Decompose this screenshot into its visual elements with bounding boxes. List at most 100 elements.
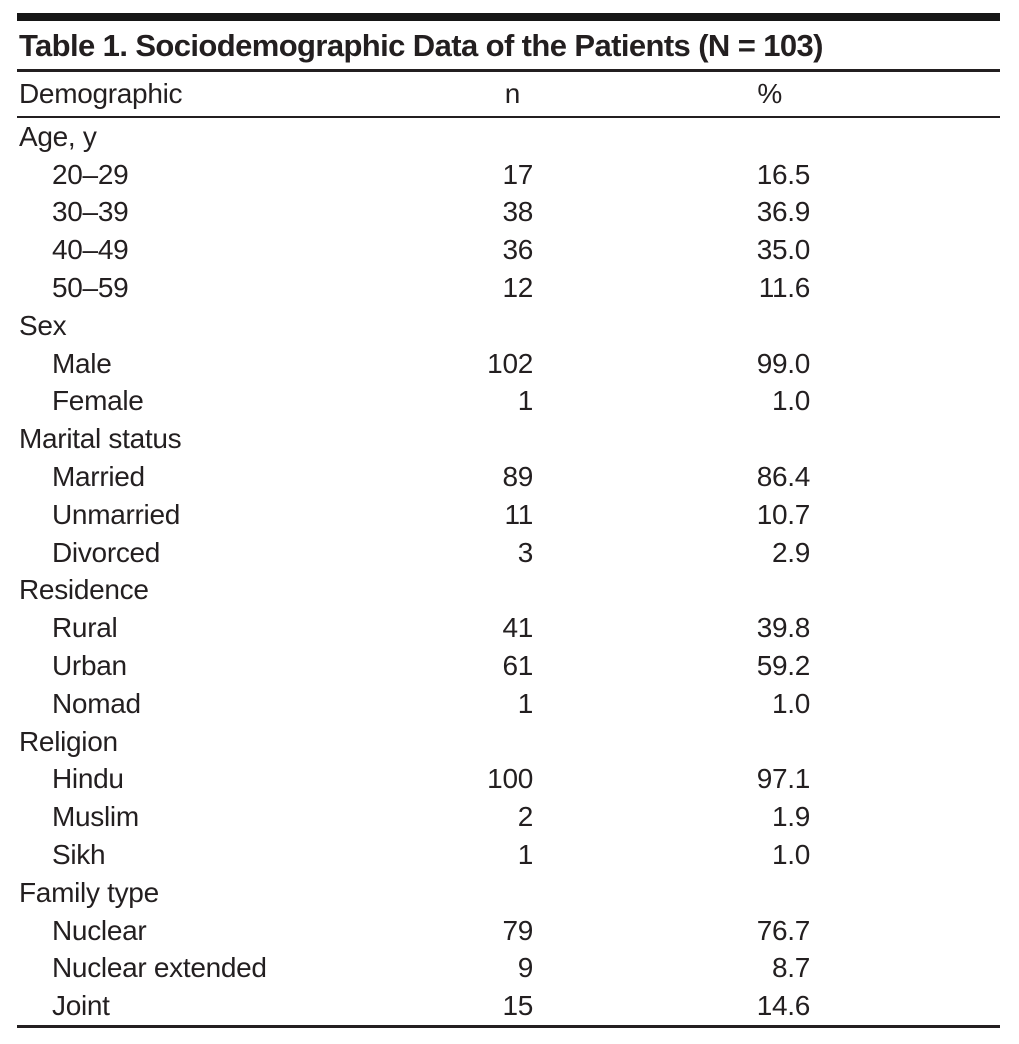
n-cell: 12 [502, 272, 533, 304]
n-cell: 1 [517, 385, 534, 417]
demographic-cell: Sikh [52, 839, 106, 871]
percent-cell [537, 420, 812, 458]
n-cell [419, 117, 537, 156]
spacer-cell [812, 117, 1000, 156]
n-cell: 11 [504, 498, 534, 530]
section-label: Residence [19, 574, 149, 606]
percent-cell [537, 307, 812, 345]
spacer-cell [812, 761, 1000, 799]
section-label: Age, y [19, 120, 97, 152]
n-cell: 36 [502, 234, 533, 266]
n-cell [419, 874, 537, 912]
percent-cell: 11.6 [758, 272, 811, 304]
n-cell: 102 [487, 347, 533, 379]
percent-cell: 1.0 [771, 385, 810, 417]
spacer-cell [812, 383, 1000, 421]
spacer-cell [812, 156, 1000, 194]
percent-cell: 16.5 [756, 158, 811, 190]
spacer-cell [812, 874, 1000, 912]
section-label: Religion [19, 725, 118, 757]
table-row: 20–29 17 16.5 [17, 156, 1000, 194]
percent-cell [537, 117, 812, 156]
table-row: 40–49 36 35.0 [17, 231, 1000, 269]
table-row: Female 1 1.0 [17, 383, 1000, 421]
percent-cell: 99.0 [756, 347, 811, 379]
n-cell [419, 420, 537, 458]
section-row: Sex [17, 307, 1000, 345]
spacer-cell [812, 723, 1000, 761]
section-label: Family type [19, 876, 159, 908]
demographic-cell: Married [52, 461, 145, 493]
percent-cell: 59.2 [756, 650, 811, 682]
col-header-demographic: Demographic [17, 72, 419, 118]
spacer-cell [812, 987, 1000, 1026]
col-header-spacer [812, 72, 1000, 118]
n-cell: 89 [502, 461, 533, 493]
section-row: Marital status [17, 420, 1000, 458]
spacer-cell [812, 307, 1000, 345]
n-cell [419, 307, 537, 345]
demographic-cell: Rural [52, 612, 118, 644]
table-row: Urban 61 59.2 [17, 647, 1000, 685]
n-cell: 100 [487, 763, 533, 795]
demographic-cell: 40–49 [52, 234, 129, 266]
percent-cell: 2.9 [771, 536, 810, 568]
spacer-cell [812, 798, 1000, 836]
header-row: Demographic n % [17, 72, 1000, 118]
table-1: Table 1. Sociodemographic Data of the Pa… [17, 13, 1000, 1029]
percent-cell [537, 572, 812, 610]
percent-cell: 39.8 [756, 612, 811, 644]
percent-cell [537, 723, 812, 761]
table-row: Nomad 1 1.0 [17, 685, 1000, 723]
demographic-cell: Muslim [52, 801, 139, 833]
section-row: Age, y [17, 117, 1000, 156]
col-header-percent: % [537, 72, 812, 118]
table-row: Nuclear 79 76.7 [17, 912, 1000, 950]
demographic-cell: Hindu [52, 763, 124, 795]
table-row: 50–59 12 11.6 [17, 269, 1000, 307]
spacer-cell [812, 572, 1000, 610]
percent-cell [537, 874, 812, 912]
demographic-cell: Divorced [52, 536, 161, 568]
n-cell: 9 [517, 952, 534, 984]
section-label: Marital status [19, 423, 182, 455]
percent-cell: 10.7 [756, 498, 811, 530]
spacer-cell [812, 269, 1000, 307]
table-top-bar [17, 13, 1000, 21]
n-cell: 2 [517, 801, 534, 833]
spacer-cell [812, 647, 1000, 685]
table-row: Muslim 2 1.9 [17, 798, 1000, 836]
n-cell [419, 723, 537, 761]
n-cell: 1 [517, 839, 534, 871]
section-row: Family type [17, 874, 1000, 912]
table-row: Nuclear extended 9 8.7 [17, 950, 1000, 988]
n-cell: 3 [517, 536, 534, 568]
n-cell: 17 [502, 158, 533, 190]
demographic-cell: Nuclear extended [52, 952, 267, 984]
section-label: Sex [19, 309, 67, 341]
percent-cell: 86.4 [756, 461, 811, 493]
demographic-cell: 30–39 [52, 196, 129, 228]
n-cell: 79 [502, 914, 533, 946]
table-row: Unmarried 11 10.7 [17, 496, 1000, 534]
spacer-cell [812, 609, 1000, 647]
percent-cell: 14.6 [756, 990, 811, 1022]
spacer-cell [812, 194, 1000, 232]
demographic-cell: Joint [52, 990, 110, 1022]
section-row: Religion [17, 723, 1000, 761]
spacer-cell [812, 534, 1000, 572]
percent-cell: 1.9 [771, 801, 810, 833]
demographic-cell: Nuclear [52, 914, 147, 946]
section-row: Residence [17, 572, 1000, 610]
table-row: Hindu 100 97.1 [17, 761, 1000, 799]
spacer-cell [812, 950, 1000, 988]
percent-cell: 8.7 [771, 952, 810, 984]
table-row: Rural 41 39.8 [17, 609, 1000, 647]
table-row: Married 89 86.4 [17, 458, 1000, 496]
percent-cell: 76.7 [756, 914, 811, 946]
demographic-cell: Female [52, 385, 144, 417]
table-title: Table 1. Sociodemographic Data of the Pa… [17, 21, 1000, 72]
spacer-cell [812, 345, 1000, 383]
n-cell: 61 [502, 650, 533, 682]
spacer-cell [812, 912, 1000, 950]
